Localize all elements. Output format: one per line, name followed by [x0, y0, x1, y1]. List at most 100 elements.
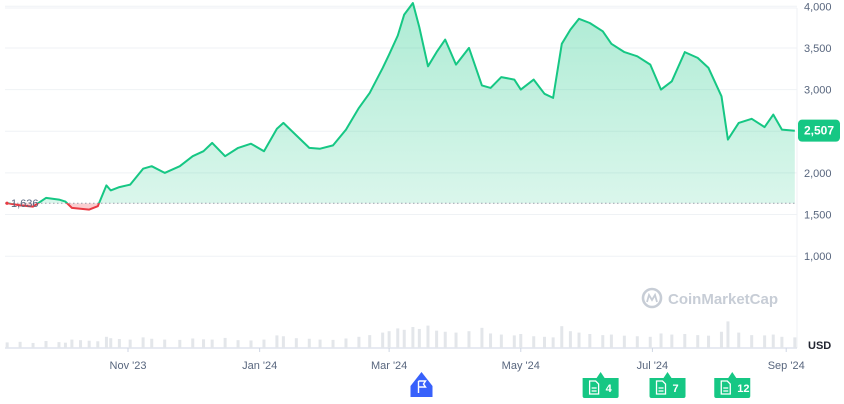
volume-bar — [63, 342, 67, 348]
price-point — [45, 197, 47, 199]
price-point — [611, 43, 613, 45]
price-point — [179, 165, 181, 167]
price-point — [129, 184, 131, 186]
price-lines — [7, 2, 796, 211]
price-point — [283, 122, 285, 124]
price-point — [237, 147, 239, 149]
price-point — [436, 51, 438, 53]
volume-bar — [150, 338, 154, 348]
price-point — [481, 85, 483, 87]
volume-bar — [763, 335, 767, 348]
volume-bar — [5, 342, 9, 348]
event-marker-shape — [582, 372, 619, 398]
price-point — [119, 186, 121, 188]
volume-bar — [191, 338, 195, 348]
price-point — [419, 26, 421, 28]
price-point — [369, 92, 371, 94]
x-tick-label: Nov '23 — [110, 360, 147, 372]
volume-bar — [543, 336, 547, 348]
price-point — [382, 67, 384, 69]
volume-bar — [719, 331, 723, 348]
volume-bar — [223, 337, 227, 348]
volume-bar — [622, 335, 626, 348]
price-point — [211, 142, 213, 144]
price-point — [308, 147, 310, 149]
document-icon — [655, 380, 667, 395]
price-point — [97, 205, 99, 207]
price-point — [520, 89, 522, 91]
price-point — [427, 65, 429, 67]
price-point — [250, 143, 252, 145]
baseline-label: 1,636 — [11, 198, 39, 210]
price-point — [388, 54, 390, 56]
coinmarketcap-logo-mark-icon — [646, 292, 658, 303]
volume-bar — [443, 331, 447, 348]
event-marker[interactable]: 4 — [582, 372, 619, 398]
volume-bar — [601, 335, 605, 348]
volume-bar — [70, 339, 74, 348]
x-tick-label: Mar '24 — [371, 360, 407, 372]
volume-bar — [726, 321, 730, 348]
price-point — [319, 148, 321, 150]
volume-bar — [780, 336, 784, 348]
event-marker[interactable]: 7 — [649, 372, 686, 398]
current-price-label: 2,507 — [798, 119, 840, 142]
volume-bar — [31, 342, 35, 348]
price-point — [65, 201, 67, 203]
y-tick-label: 2,000 — [804, 168, 832, 180]
price-point — [671, 80, 673, 82]
price-point — [513, 79, 515, 81]
flag-icon — [417, 380, 427, 393]
price-point — [697, 57, 699, 59]
price-point — [781, 129, 783, 131]
volume-bar — [551, 337, 555, 348]
volume-bar — [249, 340, 253, 348]
event-marker[interactable] — [410, 372, 433, 397]
volume-bar — [368, 335, 372, 348]
price-point — [224, 155, 226, 157]
price-point — [544, 93, 546, 95]
event-marker-shape — [649, 372, 686, 398]
x-tick-label: Sep '24 — [768, 360, 805, 372]
current-price-badge — [798, 119, 840, 142]
price-point — [764, 126, 766, 128]
volume-bar — [499, 334, 503, 348]
volume-bar — [262, 339, 266, 348]
volume-bar — [609, 334, 613, 348]
baseline-dot — [5, 201, 9, 205]
volume-bar — [683, 334, 687, 348]
price-point — [794, 130, 796, 132]
event-markers[interactable]: 4 7 12 — [0, 372, 751, 398]
price-point — [71, 207, 73, 209]
volume-bar — [512, 335, 516, 348]
price-point — [142, 168, 144, 170]
watermark: CoinMarketCap — [641, 287, 778, 309]
price-point — [578, 18, 580, 20]
volume-bar — [307, 338, 311, 348]
event-marker[interactable]: 12 — [714, 372, 751, 398]
volume-bar — [588, 334, 592, 348]
document-icon — [720, 380, 731, 395]
price-point — [345, 129, 347, 131]
price-point — [589, 22, 591, 24]
price-point — [263, 150, 265, 152]
price-point — [738, 122, 740, 124]
volume-bar — [454, 332, 458, 348]
volume-bar — [109, 338, 113, 348]
price-point — [490, 87, 492, 89]
y-tick-label: 4,000 — [804, 1, 832, 13]
volume-bar — [577, 332, 581, 348]
x-tick-label: May '24 — [502, 360, 540, 372]
event-marker-count: 12 — [737, 383, 749, 395]
x-axis: Nov '23 Jan '24 Mar '24 May '24 Jul '24 Sep '… — [110, 348, 805, 372]
volume-bar — [331, 339, 335, 348]
volume-bar — [294, 338, 298, 348]
price-point — [751, 118, 753, 120]
volume-bar — [96, 341, 100, 348]
y-tick-label: 1,500 — [804, 210, 832, 222]
price-point — [637, 55, 639, 57]
volume-bar — [635, 336, 639, 348]
price-point — [468, 47, 470, 49]
price-point — [151, 165, 153, 167]
